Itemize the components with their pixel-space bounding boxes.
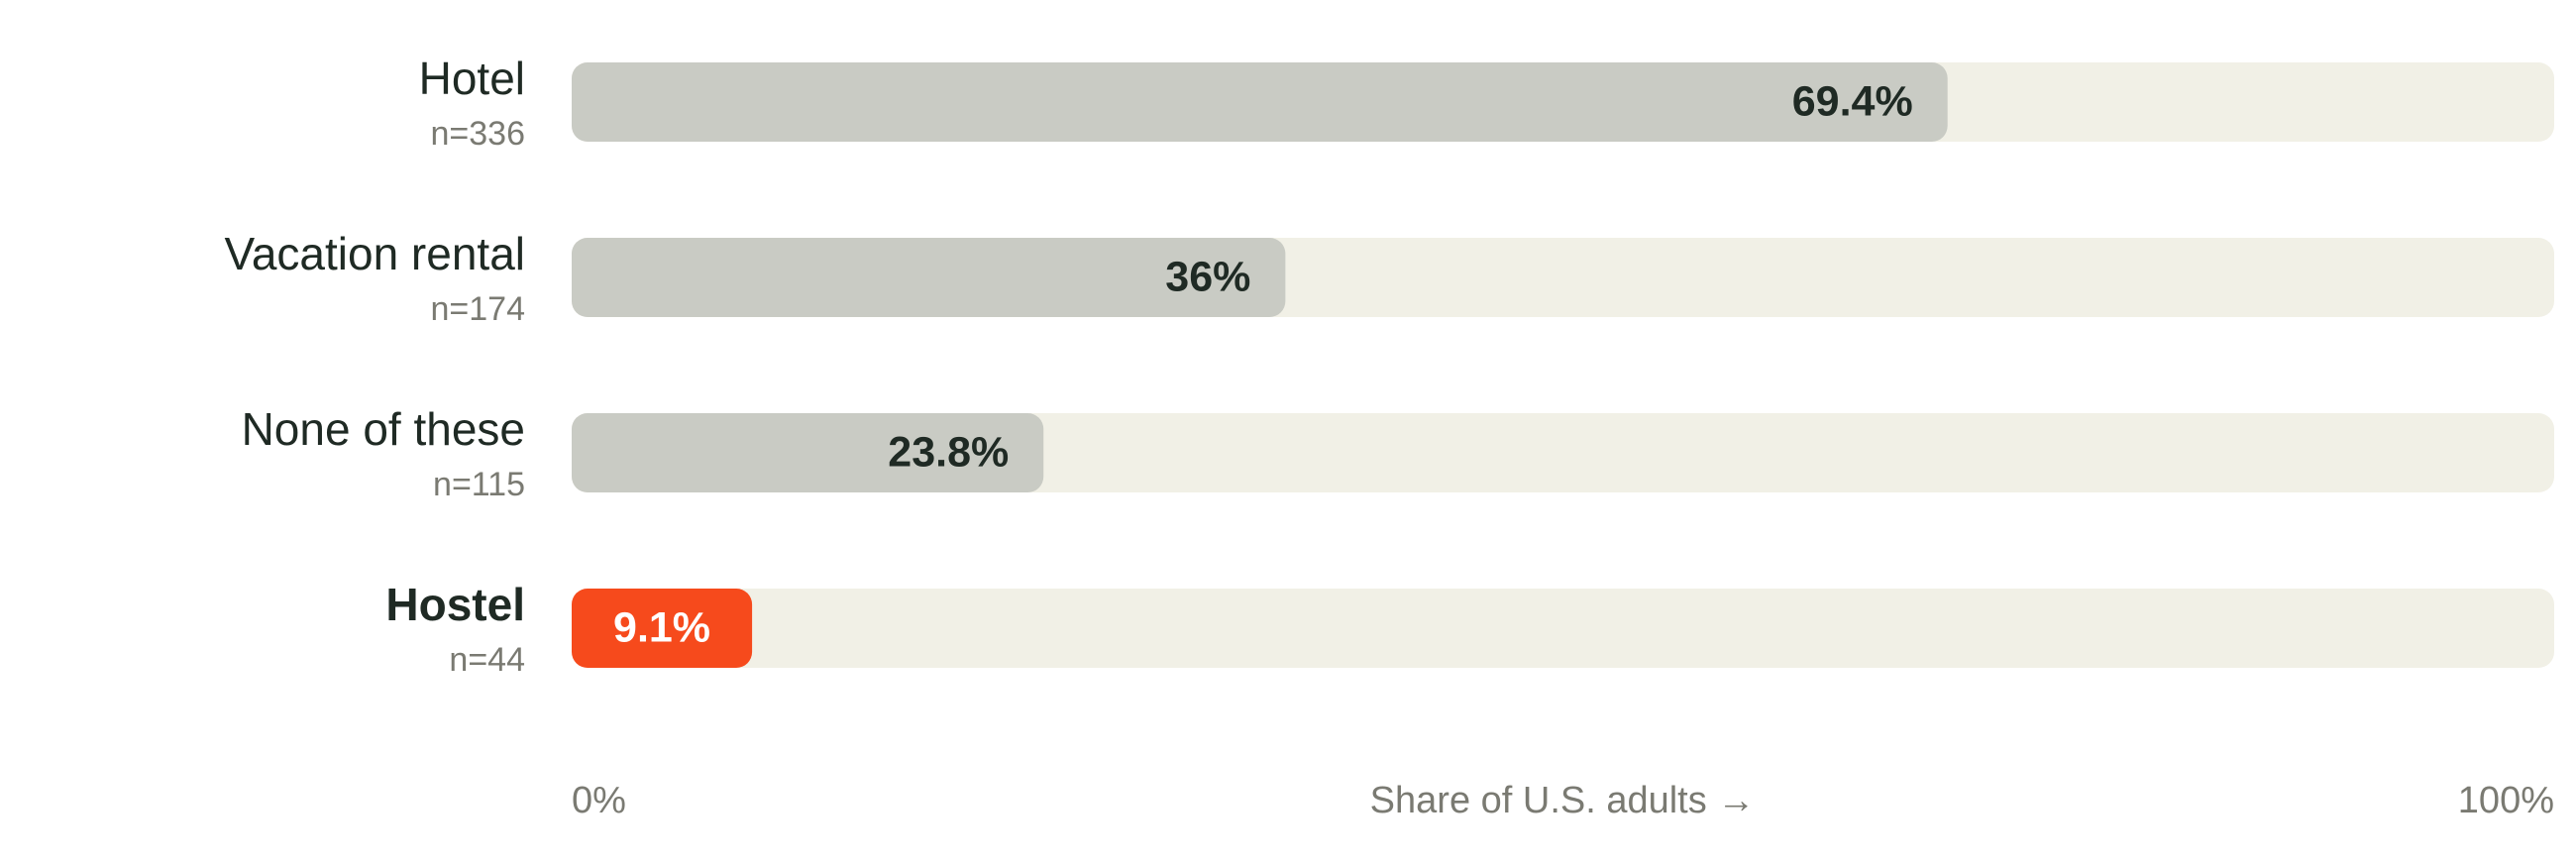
- value-label: 9.1%: [613, 603, 710, 651]
- bar: [572, 238, 1286, 317]
- value-label: 69.4%: [1792, 77, 1913, 125]
- sample-size: n=336: [431, 115, 526, 153]
- bar-track: [572, 413, 2554, 492]
- sample-size: n=174: [431, 290, 526, 328]
- value-label: 23.8%: [888, 428, 1009, 476]
- category-label: Hotel: [419, 53, 525, 104]
- x-axis-label: Share of U.S. adults →: [1370, 780, 1756, 821]
- x-tick-label: 0%: [572, 780, 626, 821]
- sample-size: n=44: [449, 641, 525, 679]
- bar-track: [572, 589, 2554, 668]
- category-label: Vacation rental: [225, 228, 525, 279]
- bar: [572, 589, 753, 668]
- bar: [572, 62, 1948, 142]
- category-label: Hostel: [385, 579, 525, 630]
- sample-size: n=115: [433, 466, 525, 503]
- bar: [572, 413, 1044, 492]
- category-label: None of these: [242, 403, 525, 455]
- x-tick-label: 100%: [2458, 780, 2554, 821]
- value-label: 36%: [1165, 253, 1250, 300]
